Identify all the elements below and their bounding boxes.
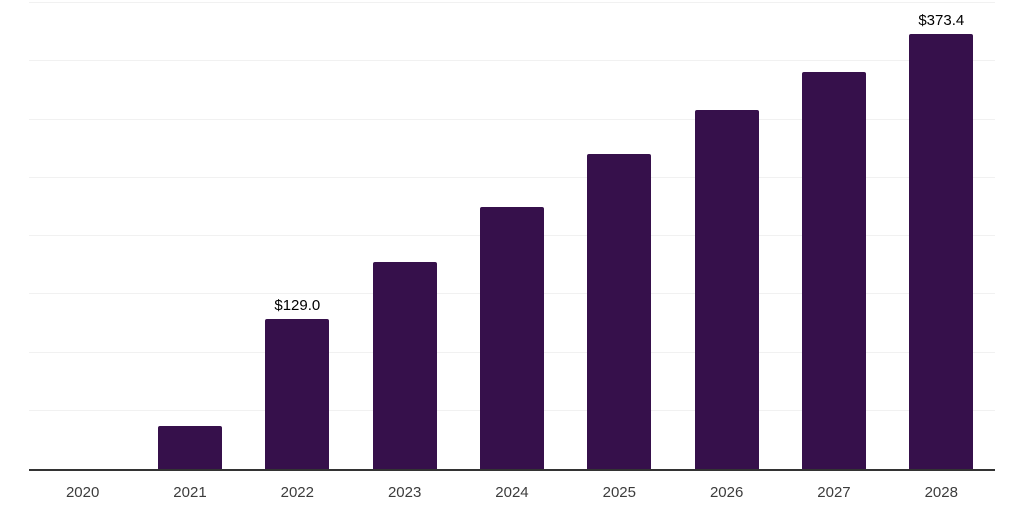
bar-2021: [157, 425, 222, 469]
bar-2023: [372, 261, 437, 469]
bar-slot-2022: $129.0: [244, 3, 351, 469]
bar-2026: [694, 110, 759, 469]
x-axis-labels: 2020 2021 2022 2023 2024 2025 2026 2027 2028: [29, 485, 995, 501]
x-tick-label-2026: 2026: [709, 484, 744, 501]
bars-container: $129.0 $373.4: [29, 3, 995, 469]
gridline-250: [29, 176, 995, 178]
bar-value-label-2022: $129.0: [274, 296, 321, 314]
gridline-300: [29, 118, 995, 120]
x-tick-label-2025: 2025: [602, 484, 636, 501]
gridline-400: [29, 2, 995, 3]
bar-slot-2028: $373.4: [888, 3, 995, 469]
bar-value-label-2028: $373.4: [918, 12, 965, 29]
bar-slot-2020: [29, 3, 136, 469]
x-tick-label-2021: 2021: [173, 484, 207, 501]
bar-2022: [265, 318, 330, 469]
bar-slot-2026: [673, 3, 780, 469]
bar-slot-2021: [136, 3, 243, 469]
x-tick-label-2028: 2028: [924, 484, 958, 501]
bar-slot-2025: [566, 3, 673, 469]
plot-area: $129.0 $373.4: [29, 2, 995, 469]
x-tick-label-2027: 2027: [817, 484, 851, 501]
bar-slot-2023: [351, 3, 458, 469]
bar-2027: [801, 71, 866, 469]
bar-2024: [479, 206, 544, 469]
x-tick-label-2024: 2024: [495, 484, 529, 501]
x-tick-label-2020: 2020: [65, 484, 100, 501]
bar-2028: [909, 34, 974, 469]
gridline-350: [29, 60, 995, 62]
x-tick-label-2022: 2022: [280, 484, 314, 501]
bar-2025: [587, 154, 652, 469]
x-tick-label-2023: 2023: [387, 484, 422, 501]
bar-slot-2027: [780, 3, 887, 469]
x-axis-line: [29, 469, 995, 471]
bar-slot-2024: [458, 3, 565, 469]
